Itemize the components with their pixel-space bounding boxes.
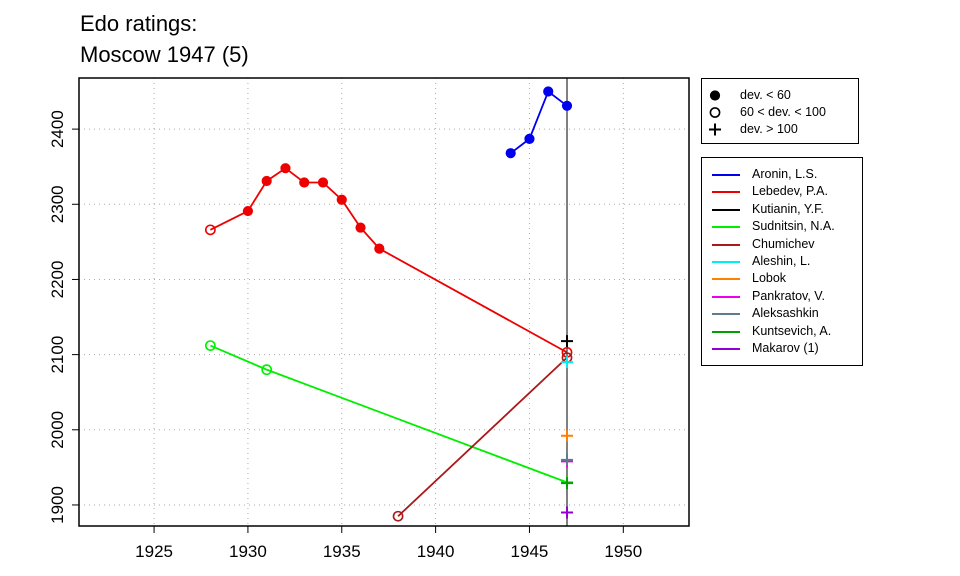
- x-tick-label: 1950: [604, 542, 642, 561]
- symbol-legend-item: dev. > 100: [702, 121, 858, 138]
- plus-marker-icon: [709, 123, 721, 136]
- series-legend-swatch: [712, 348, 740, 350]
- data-point: [204, 340, 216, 351]
- filled-marker-icon: [709, 90, 721, 101]
- chart-title-line-2: Moscow 1947 (5): [80, 42, 249, 67]
- symbol-legend-item: dev. < 60: [702, 87, 858, 104]
- series-line: [209, 167, 568, 354]
- series-line: [210, 344, 568, 484]
- data-point: [261, 175, 272, 187]
- series-legend-item: Makarov (1): [702, 340, 862, 357]
- data-point: [242, 205, 254, 217]
- legend-marker: [709, 123, 721, 136]
- series-legend-item: Pankratov, V.: [702, 288, 862, 305]
- symbol-legend-label: 60 < dev. < 100: [740, 105, 826, 119]
- symbol-legend: dev. < 60 60 < dev. < 100 dev. > 100: [701, 78, 859, 144]
- series-legend-label: Lebedev, P.A.: [752, 184, 828, 199]
- series-legend-item: Chumichev: [702, 236, 862, 253]
- series-legend-swatch: [712, 313, 740, 316]
- data-point: [317, 177, 329, 188]
- series-legend-label: Chumichev: [752, 236, 815, 251]
- data-point: [505, 148, 516, 159]
- data-point: [561, 506, 573, 519]
- y-tick-label: 2300: [48, 185, 67, 223]
- plot-frame: [78, 77, 690, 527]
- series-legend-swatch: [712, 261, 740, 263]
- series-legend-label: Aleksashkin: [752, 306, 819, 321]
- legend-marker: [709, 107, 721, 118]
- x-tick-label: 1935: [323, 542, 361, 561]
- data-point: [561, 477, 573, 490]
- series-legend-swatch: [712, 174, 740, 176]
- series-legend-label: Lobok: [752, 271, 787, 286]
- series-legend-label: Sudnitsin, N.A.: [752, 219, 835, 234]
- series-line: [510, 90, 568, 154]
- data-point: [204, 224, 216, 236]
- series-legend-item: Lobok: [702, 270, 862, 287]
- series-legend-item: Aleksashkin: [702, 305, 862, 322]
- y-tick-label: 2000: [48, 411, 67, 449]
- y-tick-label: 2400: [48, 110, 67, 148]
- series-legend-label: Makarov (1): [752, 341, 819, 355]
- y-tick-label: 2100: [48, 336, 67, 374]
- series-legend: Aronin, L.S. Lebedev, P.A. Kutianin, Y.F. S…: [701, 157, 863, 366]
- data-point: [336, 194, 347, 205]
- x-tick-label: 1945: [511, 542, 549, 561]
- x-tick-label: 1930: [229, 542, 267, 561]
- series-legend-item: Kuntsevich, A.: [702, 323, 862, 340]
- y-tick-label: 2200: [48, 261, 67, 299]
- data-point: [561, 335, 573, 348]
- data-point: [280, 163, 291, 174]
- chart-title-line-1: Edo ratings:: [80, 11, 198, 36]
- data-point: [561, 453, 573, 466]
- series-legend-swatch: [712, 295, 740, 298]
- series-legend-item: Aleshin, L.: [702, 253, 862, 270]
- symbol-legend-label: dev. < 60: [740, 88, 791, 102]
- symbol-legend-label: dev. > 100: [740, 122, 798, 136]
- data-point: [543, 86, 554, 97]
- series-legend-label: Aleshin, L.: [752, 254, 811, 268]
- data-point: [561, 100, 573, 111]
- series-legend-item: Lebedev, P.A.: [702, 183, 862, 200]
- series-legend-label: Pankratov, V.: [752, 288, 825, 303]
- data-point: [355, 222, 366, 233]
- series-legend-swatch: [712, 208, 740, 211]
- data-point: [374, 243, 385, 254]
- series-legend-item: Kutianin, Y.F.: [702, 201, 862, 218]
- series-legend-swatch: [712, 330, 740, 333]
- series-legend-swatch: [712, 243, 740, 246]
- series-line: [397, 356, 568, 517]
- symbol-legend-item: 60 < dev. < 100: [702, 104, 858, 121]
- series-legend-label: Aronin, L.S.: [752, 167, 818, 181]
- series-legend-swatch: [712, 278, 740, 281]
- data-point: [561, 429, 573, 442]
- x-tick-label: 1925: [135, 542, 173, 561]
- series-legend-label: Kuntsevich, A.: [752, 323, 832, 338]
- x-tick-label: 1940: [417, 542, 455, 561]
- series-legend-swatch: [712, 226, 740, 229]
- series-legend-label: Kutianin, Y.F.: [752, 201, 824, 216]
- legend-marker: [709, 90, 721, 101]
- y-tick-label: 1900: [48, 486, 67, 524]
- series-legend-item: Sudnitsin, N.A.: [702, 218, 862, 235]
- data-point: [524, 133, 535, 144]
- data-point: [392, 510, 404, 522]
- open-marker-icon: [709, 107, 721, 118]
- data-point: [299, 177, 310, 188]
- data-point: [561, 356, 573, 369]
- series-legend-swatch: [712, 191, 740, 194]
- data-point: [261, 364, 273, 376]
- series-legend-item: Aronin, L.S.: [702, 166, 862, 183]
